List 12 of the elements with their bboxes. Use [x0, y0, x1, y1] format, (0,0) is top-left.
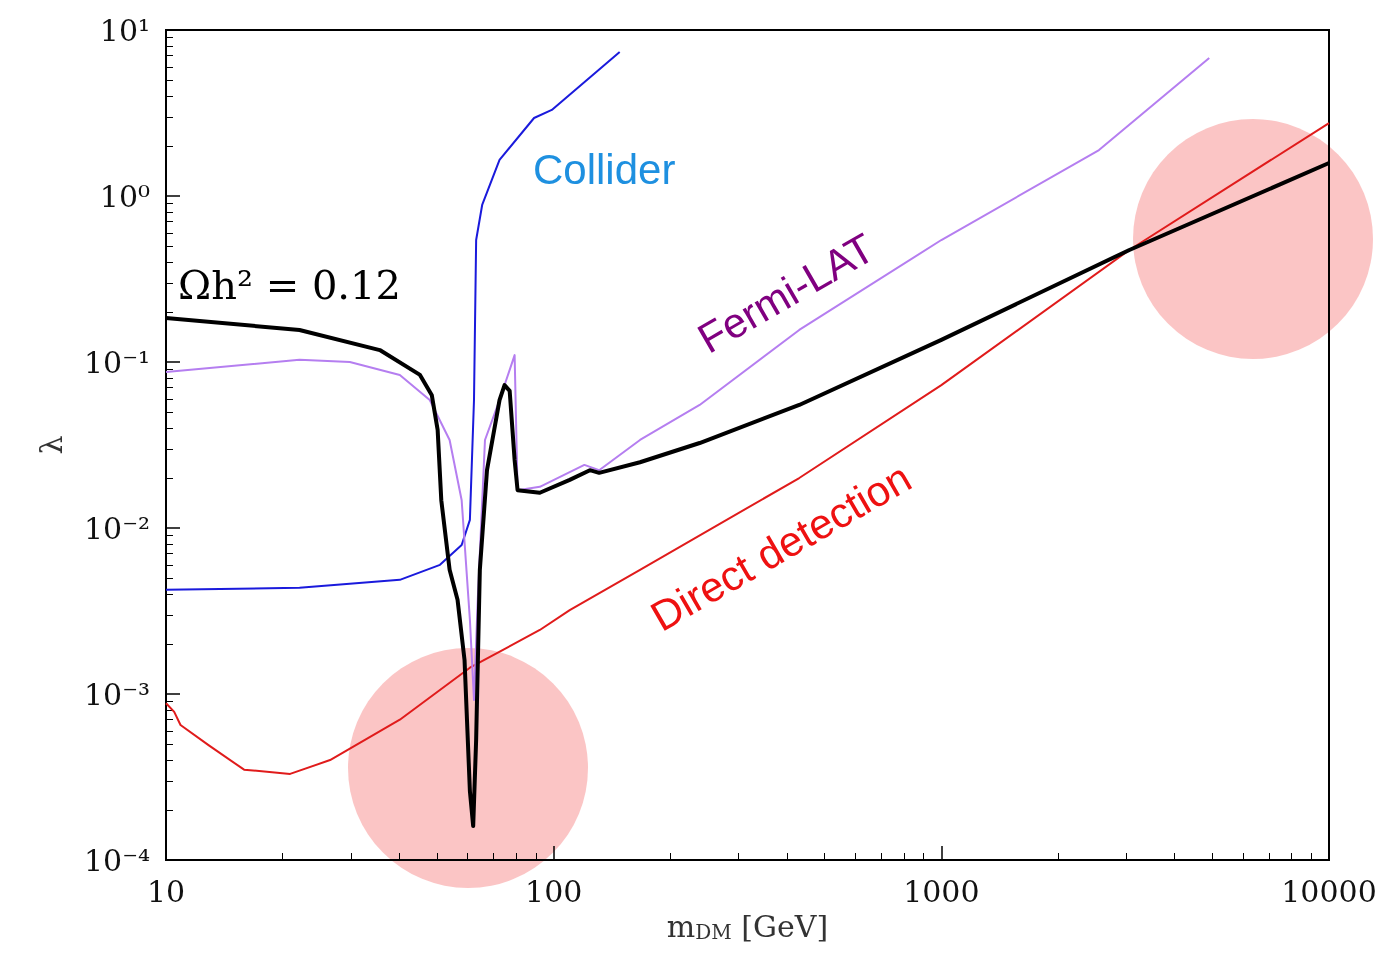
y-tick-label: 10⁻¹	[83, 344, 150, 380]
y-tick-label: 10⁰	[99, 178, 150, 214]
x-axis-title: mDM [GeV]	[666, 908, 829, 944]
y-tick-label: 10⁻²	[83, 510, 150, 546]
y-tick-label: 10⁻³	[83, 676, 150, 712]
annotation: Ωh² = 0.12	[178, 262, 401, 308]
annotation: Collider	[533, 145, 676, 193]
x-tick-label: 10000	[1281, 873, 1377, 909]
y-tick-label: 10¹	[99, 12, 150, 48]
y-axis-title: λ	[33, 435, 69, 455]
x-tick-label: 1000	[903, 873, 980, 909]
x-tick-label: 100	[525, 873, 583, 909]
